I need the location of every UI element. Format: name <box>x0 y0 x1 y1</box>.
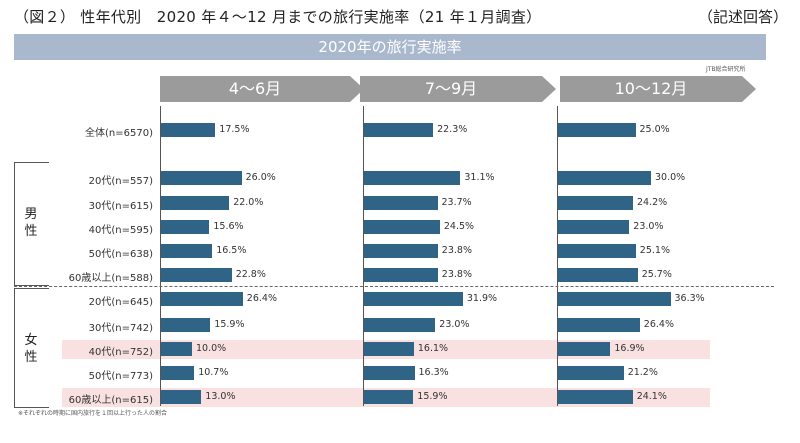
bar <box>558 318 640 332</box>
bar <box>558 123 636 137</box>
bar <box>161 123 216 137</box>
period-header: 7～9月 <box>360 76 542 102</box>
data-label: 23.8% <box>441 269 472 280</box>
bar <box>558 292 671 306</box>
data-label: 21.2% <box>627 367 658 378</box>
category-label: 40代(n=595) <box>88 225 153 236</box>
chart-banner: 2020年の旅行実施率 <box>14 34 766 60</box>
data-label: 25.7% <box>641 269 672 280</box>
bar <box>364 123 434 137</box>
data-label: 22.0% <box>233 197 264 208</box>
data-label: 23.8% <box>441 245 472 256</box>
period-header-arrow <box>542 76 556 102</box>
bar <box>161 171 242 185</box>
data-label: 30.0% <box>655 172 686 183</box>
category-label: 20代(n=645) <box>88 297 153 308</box>
bar <box>364 292 463 306</box>
bar <box>558 390 633 404</box>
response-type-note: （記述回答） <box>697 8 788 26</box>
bar <box>558 366 624 380</box>
bar <box>558 171 651 185</box>
bar <box>364 196 438 210</box>
data-label: 10.0% <box>196 343 227 354</box>
data-label: 23.7% <box>441 197 472 208</box>
bar <box>161 390 202 404</box>
data-label: 16.1% <box>417 343 449 354</box>
data-label: 13.0% <box>205 391 236 402</box>
data-label: 31.1% <box>464 172 495 183</box>
bar <box>364 220 440 234</box>
category-label: 全体(n=6570) <box>85 128 153 139</box>
data-label: 26.4% <box>643 319 674 330</box>
bar <box>161 318 211 332</box>
bar <box>558 196 633 210</box>
data-label: 24.1% <box>636 391 667 402</box>
female-group-label: 女性 <box>24 333 38 365</box>
data-label: 23.0% <box>633 221 664 232</box>
chart-title: （図２） 性年代別 2020 年４～12 月までの旅行実施率（21 年１月調査） <box>14 8 542 26</box>
bar <box>161 366 195 380</box>
bar <box>161 292 243 306</box>
data-label: 22.3% <box>437 124 468 135</box>
female-group-bracket <box>14 288 49 408</box>
data-label: 25.0% <box>639 124 670 135</box>
footnote: ※それぞれの時期に国内旅行を１回以上行った人の割合 <box>18 410 168 417</box>
category-label: 50代(n=638) <box>88 249 153 260</box>
bar <box>558 220 630 234</box>
data-label: 16.5% <box>216 245 247 256</box>
bar <box>558 244 636 258</box>
period-header: 10～12月 <box>560 76 742 102</box>
data-label: 15.9% <box>417 391 448 402</box>
data-label: 15.6% <box>213 221 244 232</box>
data-label: 17.5% <box>219 124 250 135</box>
category-label: 20代(n=557) <box>88 176 153 187</box>
data-label: 26.0% <box>245 172 276 183</box>
bar <box>161 342 192 356</box>
bar <box>161 196 230 210</box>
category-label: 40代(n=752) <box>88 347 153 358</box>
data-label: 26.4% <box>246 293 277 304</box>
bar <box>364 390 414 404</box>
bar <box>558 268 638 282</box>
data-label: 10.7% <box>198 367 229 378</box>
data-label: 22.8% <box>235 269 266 280</box>
data-label: 24.5% <box>443 221 475 232</box>
bar <box>364 342 414 356</box>
data-label: 16.9% <box>614 343 645 354</box>
bar <box>364 366 415 380</box>
divider-line <box>363 106 364 406</box>
period-header-arrow <box>742 76 756 102</box>
bar <box>364 244 438 258</box>
category-label: 30代(n=615) <box>88 201 153 212</box>
bar <box>558 342 611 356</box>
bar <box>161 268 232 282</box>
data-label: 25.1% <box>639 245 670 256</box>
data-label: 16.3% <box>418 367 449 378</box>
category-label: 60歳以上(n=615) <box>68 395 153 406</box>
divider-line <box>160 106 161 406</box>
source-label: JTB総合研究所 <box>706 66 746 73</box>
gender-separator <box>14 286 774 287</box>
category-label: 30代(n=742) <box>88 323 153 334</box>
category-label: 60歳以上(n=588) <box>68 273 153 284</box>
male-group-label: 男性 <box>24 207 38 239</box>
data-label: 15.9% <box>214 319 245 330</box>
data-label: 31.9% <box>466 293 498 304</box>
bar <box>364 171 461 185</box>
category-label: 50代(n=773) <box>88 371 153 382</box>
divider-line <box>557 106 558 406</box>
male-group-bracket <box>14 162 49 286</box>
bar <box>161 244 213 258</box>
bar <box>161 220 210 234</box>
data-label: 36.3% <box>674 293 705 304</box>
bar <box>364 268 438 282</box>
period-header: 4～6月 <box>160 76 350 102</box>
data-label: 23.0% <box>439 319 470 330</box>
bar <box>364 318 436 332</box>
data-label: 24.2% <box>637 197 668 208</box>
